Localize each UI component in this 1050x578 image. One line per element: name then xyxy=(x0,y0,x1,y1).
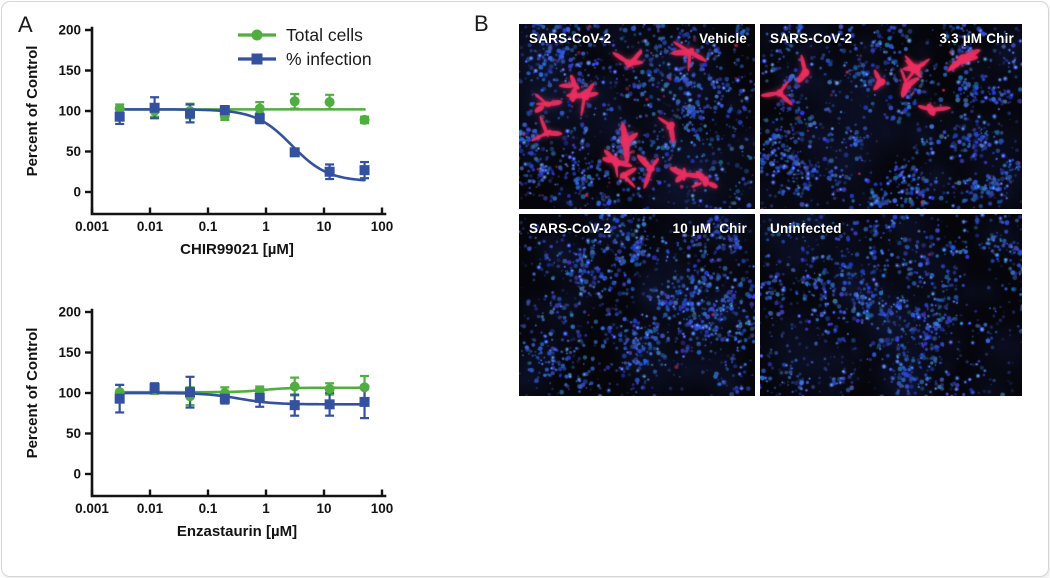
svg-text:150: 150 xyxy=(58,63,81,78)
svg-text:10: 10 xyxy=(316,501,331,516)
micrograph-sars-cov-2-vehicle: SARS-CoV-2 Vehicle xyxy=(519,24,755,209)
svg-text:1: 1 xyxy=(262,219,270,234)
svg-text:50: 50 xyxy=(66,426,81,441)
panel-b-letter: B xyxy=(474,11,489,36)
svg-text:100: 100 xyxy=(371,501,394,516)
micrograph-condition-label: SARS-CoV-2 xyxy=(770,31,853,46)
svg-text:0.001: 0.001 xyxy=(75,501,109,516)
svg-text:% infection: % infection xyxy=(286,49,372,69)
svg-text:0.001: 0.001 xyxy=(75,219,109,234)
enzastaurin-dose-response-chart: 0 50 100 150 200 0.001 0.01 0.1 1 10 100 Enzastauri… xyxy=(24,305,394,541)
svg-text:100: 100 xyxy=(58,386,81,401)
chir99021-dose-response-chart: 0 50 100 150 200 0.001 0.01 0.1 1 10 100 CHIR99021 … xyxy=(24,23,394,259)
svg-text:0.1: 0.1 xyxy=(199,501,218,516)
micrograph-grid: SARS-CoV-2 Vehicle SARS-CoV-2 3.3 µM Chi… xyxy=(519,24,1022,396)
svg-text:0.1: 0.1 xyxy=(199,219,218,234)
micrograph-canvas-10um-chir xyxy=(519,214,755,396)
svg-text:100: 100 xyxy=(58,104,81,119)
micrograph-treatment-label: Vehicle xyxy=(699,31,747,46)
micrograph-treatment-label: 3.3 µM Chir xyxy=(939,31,1014,46)
svg-text:1: 1 xyxy=(262,501,270,516)
panel-a-letter: A xyxy=(18,12,33,37)
svg-text:Total cells: Total cells xyxy=(286,25,363,45)
svg-text:0: 0 xyxy=(73,185,81,200)
svg-text:Percent of Control: Percent of Control xyxy=(24,46,41,177)
micrograph-condition-label: SARS-CoV-2 xyxy=(529,221,612,236)
micrograph-canvas-uninfected xyxy=(760,214,1022,396)
micrograph-treatment-label: 10 µM Chir xyxy=(672,221,747,236)
micrograph-condition-label: SARS-CoV-2 xyxy=(529,31,612,46)
svg-text:100: 100 xyxy=(371,219,394,234)
svg-text:150: 150 xyxy=(58,345,81,360)
svg-text:Percent of Control: Percent of Control xyxy=(24,328,41,459)
micrograph-canvas-3-3um-chir xyxy=(760,24,1022,209)
svg-text:0.01: 0.01 xyxy=(137,219,164,234)
svg-text:200: 200 xyxy=(58,23,81,38)
micrograph-condition-label: Uninfected xyxy=(770,221,842,236)
svg-text:0.01: 0.01 xyxy=(137,501,164,516)
svg-text:0: 0 xyxy=(73,467,81,482)
svg-text:CHIR99021 [µM]: CHIR99021 [µM] xyxy=(180,241,294,258)
micrograph-sars-cov-2-3-3um-chir: SARS-CoV-2 3.3 µM Chir xyxy=(760,24,1022,209)
micrograph-sars-cov-2-10um-chir: SARS-CoV-2 10 µM Chir xyxy=(519,214,755,396)
svg-text:Enzastaurin [µM]: Enzastaurin [µM] xyxy=(177,523,297,540)
svg-text:200: 200 xyxy=(58,305,81,320)
svg-text:50: 50 xyxy=(66,144,81,159)
micrograph-uninfected: Uninfected xyxy=(760,214,1022,396)
svg-text:10: 10 xyxy=(316,219,331,234)
micrograph-canvas-vehicle xyxy=(519,24,755,209)
